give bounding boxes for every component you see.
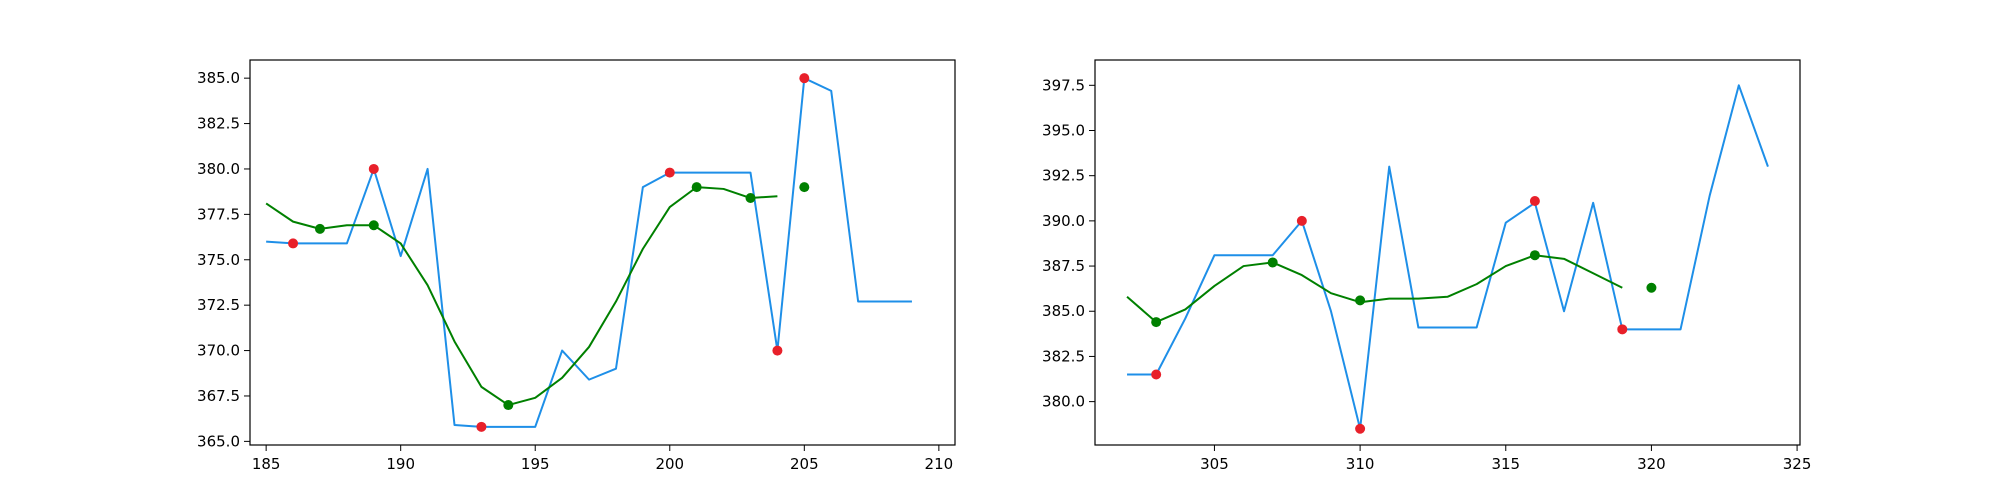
left-y-tick-label: 380.0 (197, 160, 240, 178)
right-chart-panel: 305 310 315 320 325 380.0 382.5 385.0 387.5 390.0… (1042, 59, 1812, 473)
left-y-tick-label: 365.0 (197, 432, 240, 450)
left-green-point (503, 400, 514, 411)
left-y-tick-label: 372.5 (197, 296, 240, 314)
right-green-point (1267, 257, 1278, 268)
left-red-point (664, 167, 675, 178)
left-y-tick-label: 367.5 (197, 387, 240, 405)
right-green-point (1151, 317, 1162, 328)
right-x-tick-label: 325 (1783, 455, 1812, 473)
right-y-tick-label: 392.5 (1042, 167, 1085, 185)
left-green-point (745, 193, 756, 204)
right-y-tick-label: 385.0 (1042, 302, 1085, 320)
right-y-tick-label: 397.5 (1042, 76, 1085, 94)
left-y-tick-label: 370.0 (197, 342, 240, 360)
left-x-tick-label: 205 (790, 455, 819, 473)
right-x-tick-label: 315 (1491, 455, 1520, 473)
right-x-tick-label: 305 (1200, 455, 1229, 473)
left-y-tick-label: 385.0 (197, 69, 240, 87)
left-x-tick-label: 190 (386, 455, 415, 473)
right-green-point (1646, 282, 1657, 293)
right-x-tick-label: 320 (1637, 455, 1666, 473)
left-axes-frame (249, 59, 956, 446)
left-chart-panel: 185 190 195 200 205 210 365.0 367.5 370.0 372.5 37… (197, 59, 956, 473)
left-series-line (266, 77, 912, 428)
left-red-point (476, 421, 487, 432)
left-smoothed-line (265, 186, 778, 407)
right-y-tick-label: 382.5 (1042, 347, 1085, 365)
right-axes-frame (1094, 59, 1801, 446)
right-red-point (1355, 423, 1366, 434)
left-x-tick-label: 200 (655, 455, 684, 473)
left-x-tick-label: 195 (521, 455, 550, 473)
right-red-point (1296, 215, 1307, 226)
right-y-tick-label: 390.0 (1042, 212, 1085, 230)
right-x-tick-label: 310 (1346, 455, 1375, 473)
right-y-tick-label: 387.5 (1042, 257, 1085, 275)
left-y-tick-label: 377.5 (197, 205, 240, 223)
left-green-point (691, 182, 702, 193)
left-y-tick-label: 375.0 (197, 251, 240, 269)
left-green-point (314, 223, 325, 234)
right-red-point (1529, 195, 1540, 206)
left-green-point (799, 182, 810, 193)
left-x-tick-label: 185 (252, 455, 281, 473)
right-red-point (1151, 369, 1162, 380)
right-y-tick-label: 380.0 (1042, 393, 1085, 411)
left-green-point (368, 220, 379, 231)
left-red-point (288, 238, 299, 249)
right-red-point (1617, 324, 1628, 335)
right-y-tick-label: 395.0 (1042, 121, 1085, 139)
right-green-point (1355, 295, 1366, 306)
left-red-point (799, 73, 810, 84)
left-x-tick-label: 210 (925, 455, 954, 473)
left-red-point (772, 345, 783, 356)
left-y-tick-label: 382.5 (197, 115, 240, 133)
left-red-point (368, 163, 379, 174)
right-green-point (1529, 250, 1540, 261)
right-series-line (1127, 84, 1769, 430)
